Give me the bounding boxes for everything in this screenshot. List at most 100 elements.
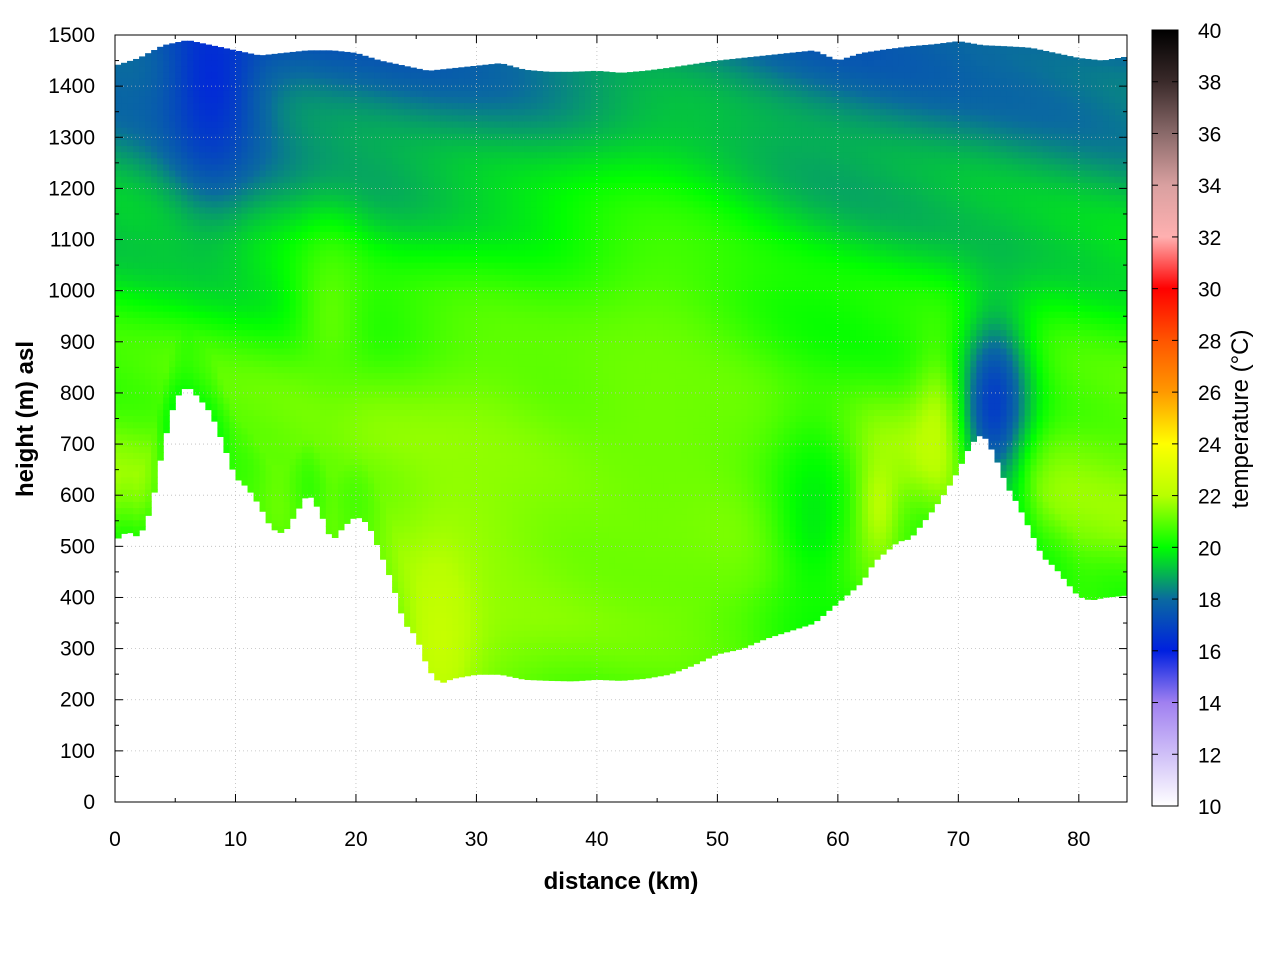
heatmap-cell	[133, 470, 140, 478]
heatmap-cell	[488, 151, 496, 159]
heatmap-cell	[374, 120, 381, 128]
heatmap-cell	[223, 133, 231, 140]
heatmap-cell	[115, 323, 122, 331]
heatmap-cell	[229, 354, 237, 361]
heatmap-cell	[193, 151, 200, 159]
heatmap-cell	[259, 139, 267, 147]
heatmap-cell	[464, 574, 471, 582]
heatmap-cell	[307, 347, 315, 355]
heatmap-cell	[205, 139, 212, 147]
heatmap-cell	[464, 341, 471, 349]
heatmap-cell	[331, 317, 339, 324]
heatmap-cell	[133, 114, 140, 122]
heatmap-cell	[410, 219, 417, 226]
heatmap-cell	[422, 176, 429, 183]
heatmap-cell	[181, 354, 188, 361]
heatmap-cell	[271, 262, 279, 269]
heatmap-cell	[434, 206, 441, 214]
heatmap-cell	[410, 274, 417, 282]
heatmap-cell	[422, 574, 429, 582]
heatmap-cell	[127, 446, 134, 453]
heatmap-cell	[355, 366, 363, 374]
heatmap-cell	[163, 47, 170, 55]
heatmap-cell	[265, 90, 273, 97]
heatmap-cell	[464, 163, 471, 171]
heatmap-cell	[151, 323, 158, 331]
heatmap-cell	[337, 525, 345, 531]
heatmap-cell	[307, 427, 315, 435]
heatmap-cell	[428, 501, 435, 509]
heatmap-cell	[223, 163, 231, 171]
heatmap-cell	[422, 360, 429, 367]
heatmap-cell	[187, 323, 194, 331]
heatmap-cell	[331, 77, 339, 85]
heatmap-cell	[295, 157, 303, 165]
heatmap-cell	[452, 206, 459, 214]
heatmap-cell	[235, 403, 243, 410]
heatmap-cell	[307, 433, 315, 441]
heatmap-cell	[361, 243, 369, 251]
heatmap-cell	[325, 225, 333, 232]
heatmap-cell	[386, 495, 393, 502]
heatmap-cell	[223, 397, 231, 404]
heatmap-cell	[289, 378, 297, 386]
heatmap-cell	[151, 188, 158, 196]
heatmap-cell	[247, 237, 255, 245]
heatmap-cell	[464, 71, 471, 79]
heatmap-cell	[355, 317, 363, 324]
heatmap-cell	[181, 286, 188, 294]
heatmap-cell	[319, 366, 327, 374]
heatmap-cell	[452, 360, 459, 367]
heatmap-cell	[157, 169, 164, 177]
heatmap-cell	[151, 212, 158, 220]
heatmap-cell	[139, 335, 146, 343]
heatmap-cell	[482, 200, 490, 208]
heatmap-cell	[404, 286, 411, 294]
heatmap-cell	[289, 317, 297, 324]
heatmap-cell	[416, 415, 423, 423]
heatmap-cell	[169, 53, 176, 61]
heatmap-cell	[452, 194, 459, 202]
heatmap-cell	[247, 354, 255, 361]
heatmap-cell	[458, 433, 465, 441]
heatmap-cell	[157, 354, 164, 361]
heatmap-cell	[205, 341, 212, 349]
heatmap-cell	[343, 206, 351, 214]
heatmap-cell	[452, 372, 459, 380]
heatmap-cell	[277, 243, 285, 251]
heatmap-cell	[331, 532, 339, 538]
heatmap-cell	[295, 176, 303, 183]
heatmap-cell	[470, 151, 478, 159]
heatmap-cell	[476, 274, 484, 282]
heatmap-cell	[319, 59, 327, 67]
heatmap-cell	[355, 482, 363, 490]
heatmap-cell	[223, 48, 231, 55]
heatmap-cell	[265, 317, 273, 324]
heatmap-cell	[464, 237, 471, 245]
heatmap-cell	[313, 50, 321, 55]
heatmap-cell	[289, 127, 297, 134]
heatmap-cell	[133, 452, 140, 459]
heatmap-cell	[349, 96, 357, 104]
heatmap-cell	[313, 225, 321, 232]
heatmap-cell	[361, 157, 369, 165]
heatmap-cell	[398, 139, 405, 147]
heatmap-cell	[271, 372, 279, 380]
heatmap-cell	[386, 415, 393, 423]
heatmap-cell	[422, 219, 429, 226]
heatmap-cell	[265, 298, 273, 306]
heatmap-cell	[380, 114, 387, 122]
heatmap-cell	[259, 120, 267, 128]
heatmap-cell	[211, 317, 218, 324]
heatmap-cell	[121, 151, 128, 159]
heatmap-cell	[121, 415, 128, 423]
heatmap-cell	[368, 366, 375, 374]
heatmap-cell	[313, 304, 321, 312]
heatmap-cell	[446, 556, 453, 564]
heatmap-cell	[181, 127, 188, 134]
heatmap-cell	[446, 347, 453, 355]
heatmap-cell	[163, 53, 170, 61]
heatmap-cell	[476, 587, 484, 594]
heatmap-cell	[235, 378, 243, 386]
heatmap-cell	[416, 225, 423, 232]
